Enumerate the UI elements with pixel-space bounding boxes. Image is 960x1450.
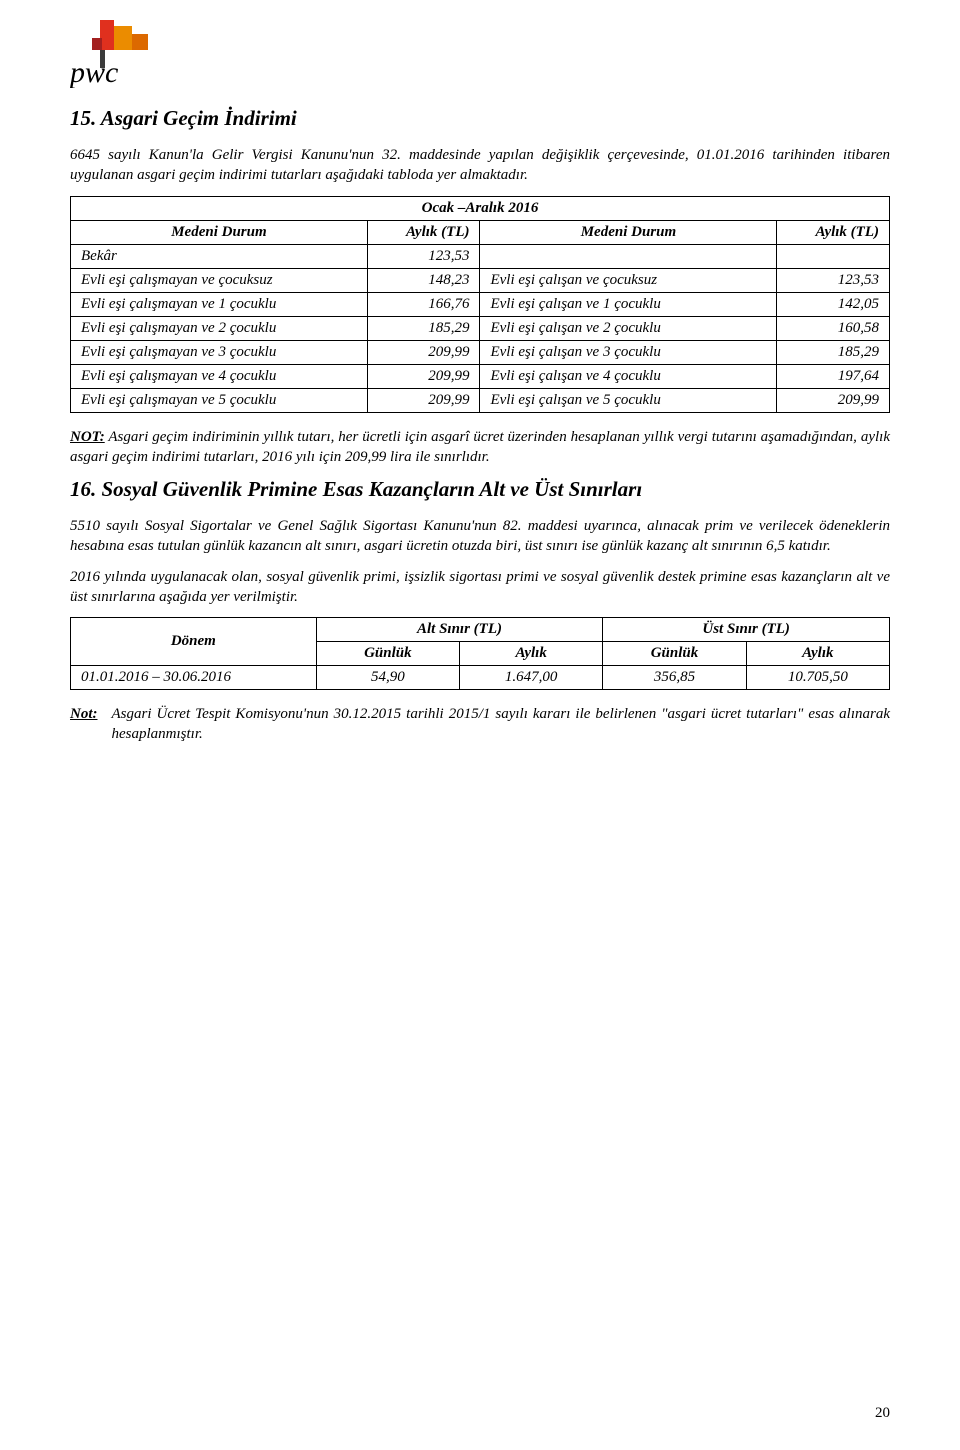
note-label: NOT: bbox=[70, 429, 105, 445]
table-period-cell: Ocak –Aralık 2016 bbox=[71, 196, 890, 220]
table-row: Dönem Alt Sınır (TL) Üst Sınır (TL) bbox=[71, 618, 890, 642]
section-16-title: 16. Sosyal Güvenlik Primine Esas Kazançl… bbox=[70, 477, 890, 502]
table-row: Evli eşi çalışmayan ve 3 çocuklu 209,99 … bbox=[71, 340, 890, 364]
svg-text:pwc: pwc bbox=[70, 56, 118, 88]
table-header-cell: Aylık bbox=[460, 642, 603, 666]
table-cell: Evli eşi çalışmayan ve 5 çocuklu bbox=[71, 388, 368, 412]
table-cell: 142,05 bbox=[777, 292, 890, 316]
table-header-cell: Aylık (TL) bbox=[367, 220, 480, 244]
table-cell: 197,64 bbox=[777, 364, 890, 388]
table-row: Evli eşi çalışmayan ve 1 çocuklu 166,76 … bbox=[71, 292, 890, 316]
table-asgari-gecim: Ocak –Aralık 2016 Medeni Durum Aylık (TL… bbox=[70, 196, 890, 413]
table-row: Ocak –Aralık 2016 bbox=[71, 196, 890, 220]
footnote-text: Asgari Ücret Tespit Komisyonu'nun 30.12.… bbox=[112, 704, 891, 745]
table-cell: 01.01.2016 – 30.06.2016 bbox=[71, 666, 317, 690]
section-15-title: 15. Asgari Geçim İndirimi bbox=[70, 106, 890, 131]
section-16-para1: 5510 sayılı Sosyal Sigortalar ve Genel S… bbox=[70, 516, 890, 557]
table-cell: 54,90 bbox=[316, 666, 459, 690]
table-cell: 185,29 bbox=[367, 316, 480, 340]
footnote-label: Not: bbox=[70, 704, 98, 745]
table-cell bbox=[777, 244, 890, 268]
table-cell: Evli eşi çalışmayan ve 4 çocuklu bbox=[71, 364, 368, 388]
table-cell: 10.705,50 bbox=[746, 666, 889, 690]
table-row: Bekâr 123,53 bbox=[71, 244, 890, 268]
table-cell: 123,53 bbox=[777, 268, 890, 292]
table-cell: 148,23 bbox=[367, 268, 480, 292]
table-cell: Evli eşi çalışmayan ve 1 çocuklu bbox=[71, 292, 368, 316]
table-cell: 1.647,00 bbox=[460, 666, 603, 690]
table-cell: Evli eşi çalışan ve çocuksuz bbox=[480, 268, 777, 292]
table-row: 01.01.2016 – 30.06.2016 54,90 1.647,00 3… bbox=[71, 666, 890, 690]
table-cell: 356,85 bbox=[603, 666, 746, 690]
table-cell: 209,99 bbox=[367, 364, 480, 388]
table-row: Evli eşi çalışmayan ve 4 çocuklu 209,99 … bbox=[71, 364, 890, 388]
table-cell: Evli eşi çalışan ve 1 çocuklu bbox=[480, 292, 777, 316]
table-row: Medeni Durum Aylık (TL) Medeni Durum Ayl… bbox=[71, 220, 890, 244]
table-row: Evli eşi çalışmayan ve çocuksuz 148,23 E… bbox=[71, 268, 890, 292]
table-cell: 160,58 bbox=[777, 316, 890, 340]
document-page: pwc 15. Asgari Geçim İndirimi 6645 sayıl… bbox=[0, 0, 960, 1450]
section-15-note: NOT: Asgari geçim indiriminin yıllık tut… bbox=[70, 427, 890, 468]
table-cell: 185,29 bbox=[777, 340, 890, 364]
table-header-cell: Aylık bbox=[746, 642, 889, 666]
table-header-cell: Üst Sınır (TL) bbox=[603, 618, 890, 642]
section-16-footnote: Not: Asgari Ücret Tespit Komisyonu'nun 3… bbox=[70, 704, 890, 745]
table-cell: 123,53 bbox=[367, 244, 480, 268]
note-text: Asgari geçim indiriminin yıllık tutarı, … bbox=[70, 429, 890, 465]
pwc-logo: pwc bbox=[70, 20, 890, 88]
table-cell: Evli eşi çalışmayan ve 3 çocuklu bbox=[71, 340, 368, 364]
table-row: Evli eşi çalışmayan ve 2 çocuklu 185,29 … bbox=[71, 316, 890, 340]
table-cell: Evli eşi çalışan ve 3 çocuklu bbox=[480, 340, 777, 364]
table-header-cell: Günlük bbox=[316, 642, 459, 666]
table-header-cell: Medeni Durum bbox=[71, 220, 368, 244]
section-15-intro: 6645 sayılı Kanun'la Gelir Vergisi Kanun… bbox=[70, 145, 890, 186]
table-cell: Evli eşi çalışan ve 4 çocuklu bbox=[480, 364, 777, 388]
table-cell: Bekâr bbox=[71, 244, 368, 268]
table-cell: 209,99 bbox=[777, 388, 890, 412]
table-cell: Evli eşi çalışan ve 2 çocuklu bbox=[480, 316, 777, 340]
table-sgs-sinir: Dönem Alt Sınır (TL) Üst Sınır (TL) Günl… bbox=[70, 617, 890, 690]
table-cell: Evli eşi çalışan ve 5 çocuklu bbox=[480, 388, 777, 412]
table-header-cell: Dönem bbox=[71, 618, 317, 666]
table-cell: 209,99 bbox=[367, 340, 480, 364]
table-header-cell: Günlük bbox=[603, 642, 746, 666]
page-number: 20 bbox=[875, 1405, 890, 1422]
table-cell: 209,99 bbox=[367, 388, 480, 412]
table-header-cell: Medeni Durum bbox=[480, 220, 777, 244]
table-cell bbox=[480, 244, 777, 268]
table-cell: Evli eşi çalışmayan ve çocuksuz bbox=[71, 268, 368, 292]
table-cell: 166,76 bbox=[367, 292, 480, 316]
table-cell: Evli eşi çalışmayan ve 2 çocuklu bbox=[71, 316, 368, 340]
table-header-cell: Alt Sınır (TL) bbox=[316, 618, 603, 642]
pwc-logo-svg: pwc bbox=[70, 20, 156, 88]
table-header-cell: Aylık (TL) bbox=[777, 220, 890, 244]
table-row: Evli eşi çalışmayan ve 5 çocuklu 209,99 … bbox=[71, 388, 890, 412]
section-16-para2: 2016 yılında uygulanacak olan, sosyal gü… bbox=[70, 567, 890, 608]
